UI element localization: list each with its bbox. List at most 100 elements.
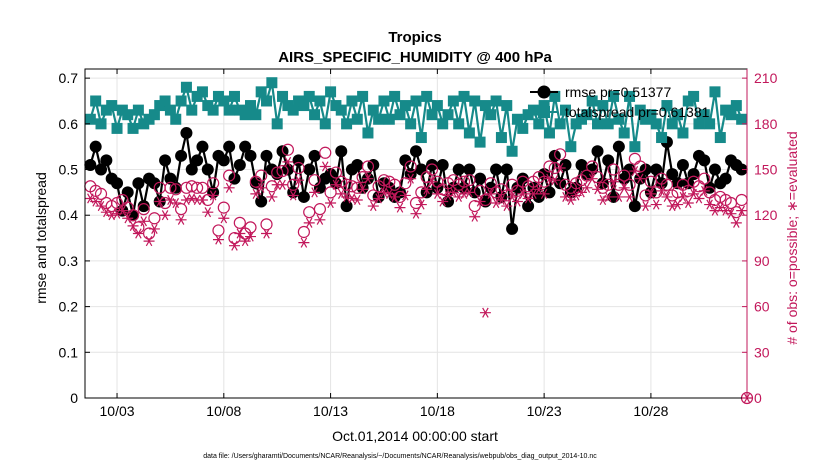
obs-possible-point [425,163,439,176]
obs-possible-point [255,169,268,182]
obs-possible-point [329,166,343,179]
obs-possible-point [196,181,209,194]
totalspread-point [367,104,379,116]
obs-evaluated-point [501,201,513,212]
obs-evaluated-point [106,210,118,221]
rmse-point [463,163,476,176]
totalspread-point [378,95,390,107]
obs-evaluated-point [277,179,289,190]
totalspread-point [170,113,182,125]
obs-evaluated-point [506,191,518,203]
obs-possible-point [356,171,369,184]
rmse-point [239,140,252,153]
obs-possible-point [634,160,647,173]
obs-evaluated-point [175,214,187,225]
rmse-point [303,163,316,176]
totalspread-point [164,104,176,116]
totalspread-point [255,86,267,98]
obs-possible-point [260,218,273,231]
totalspread-point [533,118,545,130]
obs-evaluated-point [245,231,256,242]
obs-possible-point [730,206,743,219]
obs-evaluated-point [543,173,555,184]
footer-data-file: data file: /Users/gharamti/Documents/NCA… [203,453,597,460]
obs-possible-point [324,186,337,199]
totalspread-point [405,118,417,130]
totalspread-point [565,141,577,153]
axes: 10/03 10/08 10/13 10/18 10/23 10/28 0 0.1 0.2 0.3… [59,69,778,419]
rmse-point [84,158,97,171]
obs-evaluated-point [618,182,630,193]
series-obs-evaluated [84,156,748,318]
obs-evaluated-point [132,228,144,239]
y-tick-label: 0.4 [59,207,79,223]
obs-evaluated-point [394,202,406,213]
obs-evaluated-point [538,188,550,199]
obs-evaluated-point [223,182,235,193]
totalspread-point [394,109,406,121]
totalspread-point [693,118,705,130]
totalspread-point [186,104,198,116]
totalspread-point [688,90,700,102]
obs-evaluated-point [180,194,192,206]
totalspread-point [266,77,278,89]
totalspread-point [634,104,646,116]
totalspread-point [239,109,251,121]
rmse-point [666,168,679,181]
totalspread-point [351,113,363,125]
totalspread-point [517,122,529,134]
obs-evaluated-point [682,197,694,209]
totalspread-point [549,90,561,102]
obs-evaluated-point [608,176,620,187]
obs-evaluated-point [282,156,294,167]
obs-evaluated-point [127,220,139,231]
obs-evaluated-point [346,193,358,204]
obs-evaluated-point [148,223,160,234]
obs-possible-point [319,146,332,159]
obs-evaluated-point [479,307,491,318]
rmse-point [308,149,321,162]
y2-tick-label: 180 [754,116,778,132]
obs-possible-point [228,231,241,245]
obs-possible-point [500,189,513,202]
y-axis-label: rmse and totalspread [33,172,49,304]
obs-evaluated-point [656,185,668,196]
totalspread-point [666,118,678,130]
obs-evaluated-point [511,196,523,207]
obs-possible-point [377,174,391,187]
totalspread-point [677,127,689,139]
totalspread-point [709,86,721,98]
rmse-point [223,140,236,153]
obs-evaluated-point [586,173,598,184]
obs-possible-point [137,203,150,216]
totalspread-point [479,100,491,112]
totalspread-point [84,113,96,125]
rmse-point [180,126,193,139]
obs-evaluated-point [661,191,673,203]
y2-axis-label: # of obs: o=possible; ∗=evaluated [784,131,800,344]
totalspread-point [319,118,331,130]
rmse-point [201,163,214,176]
x-tick-label: 10/28 [633,403,668,419]
totalspread-point [490,95,502,107]
obs-possible-point [212,224,225,237]
obs-evaluated-point [736,205,748,216]
totalspread-point [277,90,289,102]
rmse-point [410,145,422,158]
obs-evaluated-point [634,173,646,184]
rmse-point [244,149,257,162]
totalspread-point [698,109,710,121]
obs-possible-point [223,169,236,182]
rmse-point [111,177,124,190]
obs-evaluated-point [239,236,251,247]
totalspread-point [511,113,523,125]
obs-evaluated-point [522,193,534,204]
x-tick-label: 10/03 [100,403,135,419]
obs-evaluated-point [463,187,475,198]
obs-evaluated-point [431,188,443,199]
obs-evaluated-point [458,188,470,199]
rmse-point [484,181,497,194]
obs-evaluated-point [415,199,427,210]
obs-possible-point [244,221,257,234]
totalspread-point [538,100,550,112]
